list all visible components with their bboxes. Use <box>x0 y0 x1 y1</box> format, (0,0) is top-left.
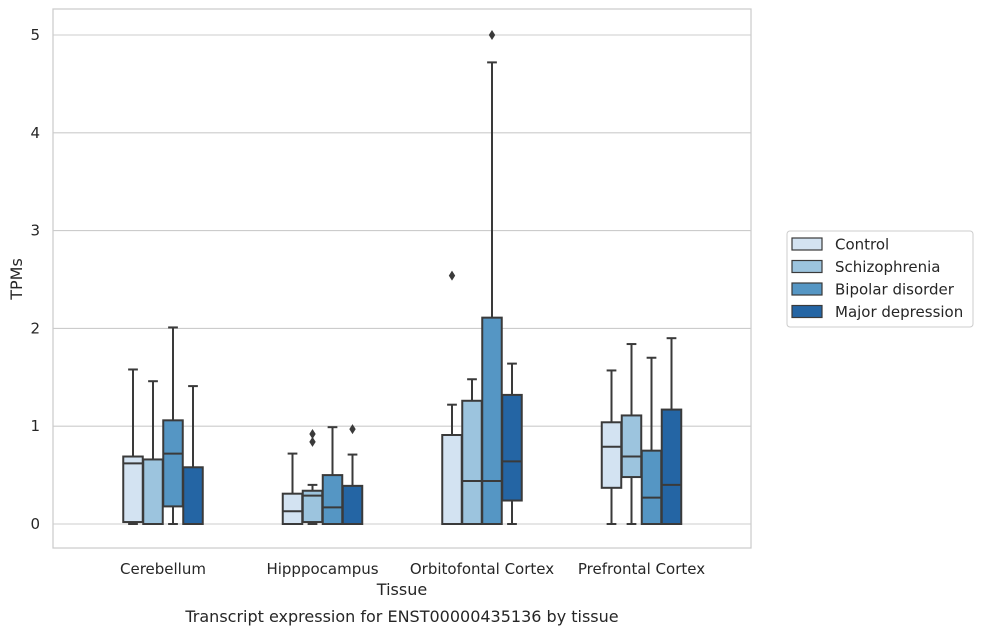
x-axis-ticks: Cerebellum Hipppocampus Orbitofontal Corte… <box>120 560 705 578</box>
x-tick-label: Prefrontal Cortex <box>578 560 705 578</box>
box-iqr <box>620 414 643 479</box>
box-iqr <box>441 434 463 526</box>
box-major-depression-2 <box>501 362 523 525</box>
box-schizophrenia-2 <box>461 378 483 525</box>
legend-label: Control <box>835 236 889 254</box>
y-tick-label: 3 <box>30 222 40 240</box>
box-iqr <box>461 399 483 525</box>
y-tick-label: 0 <box>30 515 40 533</box>
legend-swatch <box>791 237 823 251</box>
legend-label: Schizophrenia <box>835 258 940 276</box>
box-bipolar-disorder-1 <box>321 426 344 526</box>
x-tick-label: Orbitofontal Cortex <box>410 560 554 578</box>
y-tick-label: 2 <box>30 319 40 337</box>
legend-label: Bipolar disorder <box>835 281 955 299</box>
outlier-point <box>448 270 456 281</box>
box-control-3 <box>600 369 623 525</box>
box-iqr <box>640 449 663 525</box>
y-axis-title: TPMs <box>7 258 26 301</box>
box-iqr <box>341 484 364 525</box>
legend-swatch <box>791 282 823 296</box>
box-iqr <box>142 458 164 525</box>
legend-frame <box>786 230 974 328</box>
outlier-point <box>309 429 316 440</box>
box-bipolar-disorder-0 <box>162 326 184 525</box>
box-iqr <box>660 408 683 526</box>
x-tick-label: Hipppocampus <box>266 560 378 578</box>
box-iqr <box>600 421 623 489</box>
outlier-point <box>488 30 496 40</box>
y-tick-label: 4 <box>30 124 40 142</box>
x-tick-label: Cerebellum <box>120 560 206 578</box>
chart-caption: Transcript expression for ENST0000043513… <box>184 607 618 626</box>
box-layer <box>122 30 683 526</box>
legend-label: Major depression <box>835 303 963 321</box>
box-control-0 <box>122 368 144 525</box>
box-iqr <box>162 419 184 508</box>
y-tick-label: 5 <box>30 26 40 44</box>
box-iqr <box>122 455 144 524</box>
y-tick-label: 1 <box>30 417 40 435</box>
legend-swatch <box>791 304 823 319</box>
legend-items: Control Schizophrenia Bipolar disorder Majo… <box>791 236 963 321</box>
plot-area-frame <box>52 8 752 549</box>
box-schizophrenia-3 <box>620 343 643 525</box>
outlier-point <box>309 436 316 447</box>
legend-swatch <box>791 259 823 274</box>
box-iqr <box>481 316 503 525</box>
box-major-depression-1 <box>341 424 364 525</box>
y-axis-ticks: 0 1 2 3 4 5 <box>30 26 40 533</box>
box-major-depression-0 <box>182 385 204 525</box>
legend: Control Schizophrenia Bipolar disorder Majo… <box>786 230 974 328</box>
x-axis-title: Tissue <box>376 580 427 599</box>
box-iqr <box>182 466 204 525</box>
box-iqr <box>501 393 523 502</box>
box-major-depression-3 <box>660 337 683 526</box>
outlier-point <box>349 424 356 435</box>
box-iqr <box>321 474 344 526</box>
box-iqr <box>281 492 304 526</box>
box-schizophrenia-0 <box>142 380 164 525</box>
